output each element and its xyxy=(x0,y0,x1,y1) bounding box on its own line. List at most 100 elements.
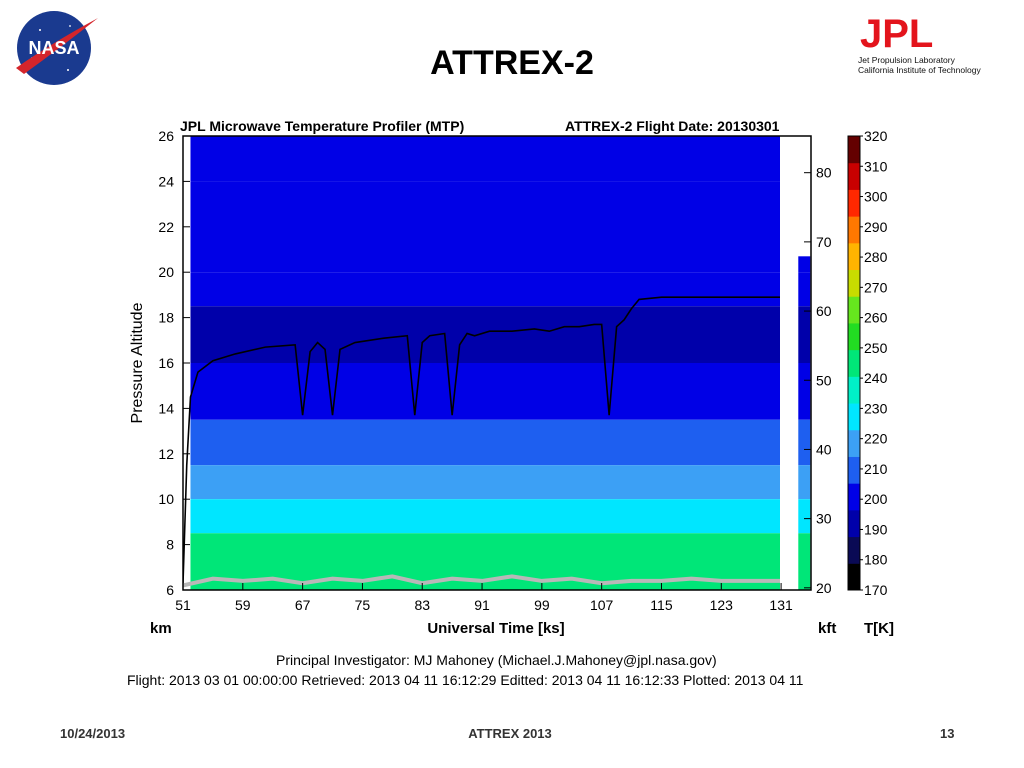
y-tick-label: 18 xyxy=(158,310,174,326)
footer-page-number: 13 xyxy=(940,726,955,741)
colorbar-unit-label: T[K] xyxy=(864,620,894,637)
y-tick-label: 16 xyxy=(158,355,174,371)
colorbar-tick-label: 240 xyxy=(864,370,888,386)
y-tick-label: 8 xyxy=(166,537,174,553)
strip-band xyxy=(798,306,811,363)
colorbar-segment xyxy=(848,136,860,164)
temp-band xyxy=(190,181,780,273)
colorbar-tick-label: 190 xyxy=(864,521,888,537)
footer-center: ATTREX 2013 xyxy=(468,726,552,741)
meta-line: Flight: 2013 03 01 00:00:00 Retrieved: 2… xyxy=(127,672,804,688)
temp-band xyxy=(190,419,780,466)
jpl-line1: Jet Propulsion Laboratory xyxy=(858,55,955,65)
mtp-chart: JPL Microwave Temperature Profiler (MTP)… xyxy=(129,118,894,637)
colorbar-segment xyxy=(848,429,860,457)
y-tick-label: 22 xyxy=(158,219,174,235)
colorbar-tick-label: 320 xyxy=(864,128,888,144)
y-axis-kft: 20 30 40 50 60 70 80 xyxy=(804,165,832,596)
colorbar-tick-label: 200 xyxy=(864,491,888,507)
strip-band xyxy=(798,256,811,273)
x-tick-label: 123 xyxy=(710,597,734,613)
figure-header-right: ATTREX-2 Flight Date: 20130301 xyxy=(565,118,780,134)
jpl-wordmark: JPL xyxy=(860,12,933,56)
colorbar-segment xyxy=(848,509,860,538)
altitude-trace xyxy=(183,296,780,584)
temp-band xyxy=(190,499,780,534)
colorbar-tick-label: 290 xyxy=(864,219,888,235)
ground-trace xyxy=(183,574,780,588)
strip-band xyxy=(798,363,811,420)
colorbar-segment xyxy=(848,162,860,190)
y-tick-label: 6 xyxy=(166,582,174,598)
nasa-wordmark: NASA xyxy=(28,38,79,58)
colorbar-tick-label: 230 xyxy=(864,400,888,416)
colorbar-segment xyxy=(848,536,860,564)
kft-tick-label: 70 xyxy=(816,234,832,250)
y-axis-km: 6 8 10 12 14 16 18 20 22 24 26 xyxy=(158,128,190,598)
y-tick-label: 20 xyxy=(158,264,174,280)
footer-date: 10/24/2013 xyxy=(60,726,126,741)
colorbar-tick-label: 170 xyxy=(864,582,888,598)
x-tick-label: 83 xyxy=(414,597,430,613)
plot-area xyxy=(183,136,780,590)
strip-band xyxy=(798,272,811,307)
colorbar-tick-label: 210 xyxy=(864,461,888,477)
temp-band xyxy=(190,136,780,182)
temp-band xyxy=(190,465,780,500)
x-tick-label: 131 xyxy=(769,597,793,613)
temp-band xyxy=(190,363,780,420)
x-tick-label: 107 xyxy=(590,597,614,613)
kft-tick-label: 30 xyxy=(816,511,832,527)
colorbar-frame xyxy=(847,135,861,591)
colorbar-segment xyxy=(848,322,860,351)
colorbar-segment xyxy=(848,456,860,484)
km-unit-label: km xyxy=(150,620,172,637)
colorbar-segment xyxy=(848,483,860,511)
x-axis: 51 59 67 75 83 91 99 107 115 123 131 xyxy=(175,583,793,613)
x-tick-label: 51 xyxy=(175,597,191,613)
kft-tick-label: 20 xyxy=(816,580,832,596)
strip-band xyxy=(798,419,811,466)
x-tick-label: 91 xyxy=(474,597,490,613)
colorbar-segment xyxy=(848,403,860,431)
x-tick-label: 75 xyxy=(355,597,371,613)
kft-tick-label: 80 xyxy=(816,165,832,181)
colorbar-tick-label: 280 xyxy=(864,249,888,265)
colorbar-tick-label: 260 xyxy=(864,310,888,326)
colorbar-segment xyxy=(848,269,860,297)
colorbar-tick-label: 250 xyxy=(864,340,888,356)
colorbar-tick-label: 270 xyxy=(864,279,888,295)
side-profile-strip xyxy=(798,256,811,590)
colorbar-tick-label: 300 xyxy=(864,189,888,205)
colorbar-segment xyxy=(848,349,860,377)
strip-band xyxy=(798,499,811,534)
x-tick-label: 59 xyxy=(235,597,251,613)
colorbar-segment xyxy=(848,563,860,591)
slide-title: ATTREX-2 xyxy=(430,44,594,82)
strip-band xyxy=(798,533,811,590)
y-tick-label: 24 xyxy=(158,173,174,189)
figure-header-left: JPL Microwave Temperature Profiler (MTP) xyxy=(180,118,464,134)
kft-unit-label: kft xyxy=(818,620,836,637)
colorbar-tick-label: 180 xyxy=(864,552,888,568)
y-tick-label: 12 xyxy=(158,446,174,462)
kft-tick-label: 40 xyxy=(816,441,832,457)
x-tick-label: 115 xyxy=(650,597,673,613)
colorbar-tick-label: 310 xyxy=(864,158,888,174)
colorbar-segment xyxy=(848,242,860,271)
y-axis-label: Pressure Altitude xyxy=(129,302,146,423)
strip-band xyxy=(798,465,811,500)
kft-tick-label: 60 xyxy=(816,303,832,319)
colorbar-segment xyxy=(848,216,860,244)
colorbar-segment xyxy=(848,296,860,324)
svg-text:JPL: JPL xyxy=(860,14,933,50)
kft-tick-label: 50 xyxy=(816,372,832,388)
y-tick-label: 10 xyxy=(158,491,174,507)
colorbar-segment xyxy=(848,376,860,404)
temp-band xyxy=(190,306,780,363)
nasa-logo: NASA xyxy=(16,11,98,85)
jpl-logo: JPL Jet Propulsion Laboratory California… xyxy=(858,12,1014,84)
x-axis-label: Universal Time [ks] xyxy=(427,620,564,637)
temp-band xyxy=(190,272,780,307)
x-tick-label: 99 xyxy=(534,597,550,613)
